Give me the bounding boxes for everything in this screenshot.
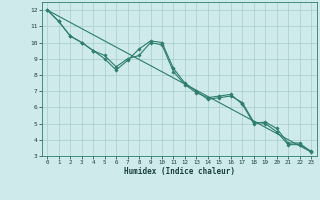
X-axis label: Humidex (Indice chaleur): Humidex (Indice chaleur) [124,167,235,176]
